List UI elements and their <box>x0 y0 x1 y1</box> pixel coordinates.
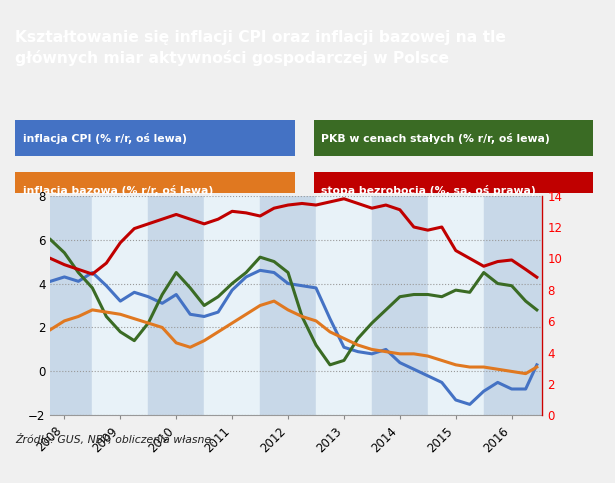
Bar <box>204 196 260 415</box>
Bar <box>36 196 92 415</box>
Text: Źródło: GUS, NBP, obliczenia własne.: Źródło: GUS, NBP, obliczenia własne. <box>15 434 215 444</box>
Bar <box>428 196 484 415</box>
FancyBboxPatch shape <box>314 172 593 209</box>
Bar <box>484 196 539 415</box>
Text: inflacja CPI (% r/r, oś lewa): inflacja CPI (% r/r, oś lewa) <box>23 133 186 143</box>
Text: PKB w cenach stałych (% r/r, oś lewa): PKB w cenach stałych (% r/r, oś lewa) <box>321 133 550 143</box>
Bar <box>260 196 316 415</box>
FancyBboxPatch shape <box>15 172 295 209</box>
Bar <box>148 196 204 415</box>
Bar <box>316 196 372 415</box>
Text: Kształtowanie się inflacji CPI oraz inflacji bazowej na tle
głównych miar aktywn: Kształtowanie się inflacji CPI oraz infl… <box>15 30 506 66</box>
FancyBboxPatch shape <box>15 120 295 156</box>
Text: inflacja bazowa (% r/r, oś lewa): inflacja bazowa (% r/r, oś lewa) <box>23 185 213 196</box>
Bar <box>92 196 148 415</box>
Text: stopa bezrobocia (%, sa, oś prawa): stopa bezrobocia (%, sa, oś prawa) <box>321 185 536 196</box>
FancyBboxPatch shape <box>314 120 593 156</box>
Bar <box>372 196 428 415</box>
